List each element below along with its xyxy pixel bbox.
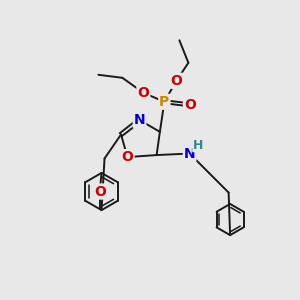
- Text: N: N: [134, 113, 145, 127]
- Text: O: O: [137, 86, 149, 100]
- Text: P: P: [159, 95, 170, 109]
- Text: H: H: [193, 139, 203, 152]
- Text: O: O: [94, 184, 106, 199]
- Text: O: O: [170, 74, 182, 88]
- Text: O: O: [122, 150, 134, 164]
- Text: N: N: [184, 147, 195, 160]
- Text: O: O: [184, 98, 196, 112]
